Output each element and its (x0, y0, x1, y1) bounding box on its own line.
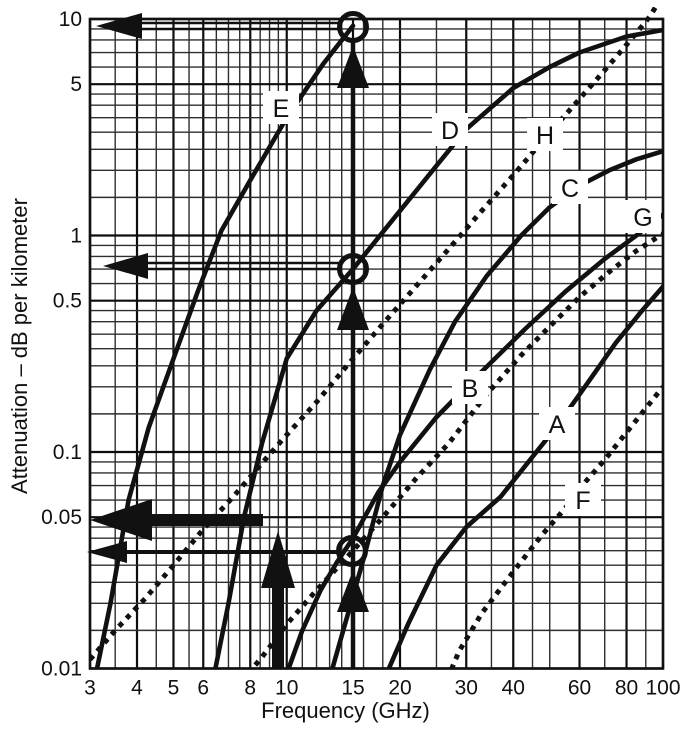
left-arrowhead-icon (96, 13, 142, 39)
up-arrowhead-icon (337, 46, 369, 88)
curve-A (385, 284, 664, 670)
curve-label-D: D (441, 117, 459, 145)
y-tick-0.05: 0.05 (41, 506, 82, 529)
curve-label-F: F (575, 487, 590, 515)
x-tick-5: 5 (168, 677, 180, 700)
y-tick-10: 10 (59, 8, 82, 31)
x-tick-6: 6 (197, 677, 209, 700)
curve-label-box-E (263, 91, 299, 124)
plot-grid (88, 17, 665, 670)
curve-B (285, 212, 664, 670)
curve-H (89, 7, 659, 662)
curve-label-box-A (539, 407, 575, 440)
reading-circle (337, 253, 369, 285)
x-tick-4: 4 (131, 677, 143, 700)
y-tick-5: 5 (70, 73, 82, 96)
curve-label-box-H (527, 118, 563, 151)
curve-label-box-G (625, 200, 661, 233)
x-tick-20: 20 (388, 677, 411, 700)
y-tick-1: 1 (70, 225, 82, 248)
x-axis-title: Frequency (GHz) (261, 698, 430, 723)
curve-label-B: B (462, 375, 479, 403)
left-arrowhead-icon (103, 253, 148, 279)
curve-C (329, 148, 664, 670)
curve-label-C: C (561, 175, 579, 203)
x-tick-80: 80 (615, 677, 638, 700)
reading-circle (337, 11, 369, 43)
curve-label-box-F (565, 483, 601, 516)
curve-label-box-C (552, 171, 588, 204)
curve-label-H: H (536, 122, 554, 150)
left-arrowhead-icon (87, 541, 127, 563)
y-axis-title: Attenuation – dB per kilometer (7, 198, 32, 494)
curve-E (94, 23, 356, 670)
curves (89, 7, 664, 670)
curve-label-box-D (432, 113, 468, 146)
curve-labels: E D C B A H G F (263, 91, 661, 516)
x-tick-60: 60 (568, 677, 591, 700)
x-tick-30: 30 (455, 677, 478, 700)
curve-label-box-B (452, 371, 488, 404)
x-tick-100: 100 (645, 677, 680, 700)
curve-D (212, 27, 664, 670)
reading-annotations (87, 11, 369, 668)
reading-circle (336, 535, 368, 567)
thick-left-arrowhead-icon (90, 499, 152, 541)
up-arrowhead-icon (337, 287, 369, 330)
curve-label-A: A (549, 411, 566, 439)
thick-up-arrowhead-icon (261, 531, 295, 588)
y-tick-0.01: 0.01 (41, 658, 82, 681)
curve-label-G: G (633, 204, 652, 232)
x-tick-40: 40 (502, 677, 525, 700)
x-tick-10: 10 (275, 677, 298, 700)
x-tick-3: 3 (84, 677, 96, 700)
y-tick-0.5: 0.5 (53, 290, 82, 313)
curve-label-E: E (273, 95, 290, 123)
y-tick-0.1: 0.1 (53, 441, 82, 464)
up-arrowhead-icon (337, 570, 369, 612)
x-tick-8: 8 (244, 677, 256, 700)
x-tick-15: 15 (341, 677, 364, 700)
curve-G (247, 231, 664, 670)
